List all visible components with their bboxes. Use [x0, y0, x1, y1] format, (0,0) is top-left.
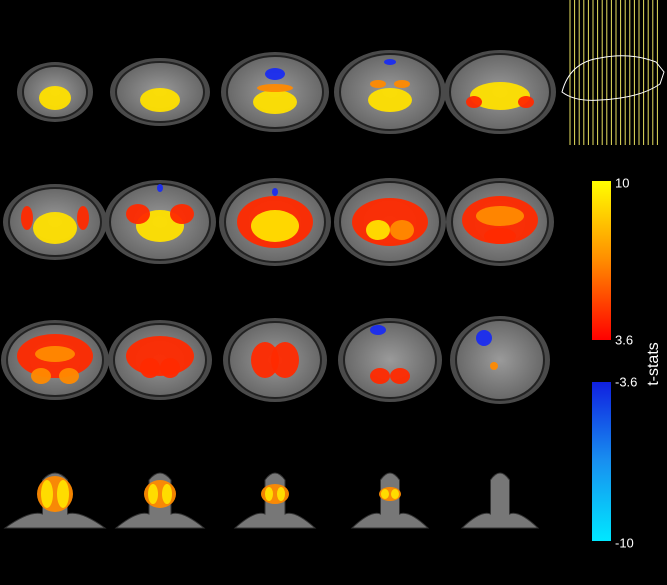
brain-slice [334, 178, 446, 266]
activation [253, 90, 297, 114]
activation [466, 96, 482, 108]
activation [277, 487, 285, 501]
activation [390, 220, 414, 240]
activation [368, 88, 412, 112]
activation [257, 84, 293, 92]
brain-slice [221, 52, 329, 132]
activation [77, 206, 89, 230]
brain-slice [110, 58, 210, 126]
activation [518, 96, 534, 108]
activation [157, 184, 163, 192]
activation [370, 80, 386, 88]
activation [265, 68, 285, 80]
activation [394, 80, 410, 88]
activation [381, 489, 389, 499]
activation [476, 330, 492, 346]
activation [265, 487, 273, 501]
skull-base [460, 472, 540, 529]
activation [33, 212, 77, 244]
brain-slice [350, 472, 430, 529]
activation [490, 362, 498, 370]
activation [31, 368, 51, 384]
activation [140, 88, 180, 112]
activation [470, 82, 530, 110]
activation [35, 346, 75, 362]
brain-slice [446, 178, 554, 266]
brain-slice [219, 178, 331, 266]
sagittal-outline [561, 55, 665, 101]
sagittal-locator [561, 0, 665, 145]
activation [126, 336, 194, 376]
activation [272, 188, 278, 196]
brain [455, 319, 545, 401]
activation [476, 206, 524, 226]
colorbar-neg-min: -10 [615, 535, 634, 550]
brain-slice [460, 472, 540, 529]
activation [162, 484, 172, 504]
activation [370, 368, 390, 384]
activation [251, 210, 299, 242]
colorbar-pos-max: 10 [615, 175, 629, 190]
brain-slice [1, 320, 109, 400]
activation [352, 198, 428, 246]
activation [170, 204, 194, 224]
brain-slice [3, 184, 107, 260]
activation [39, 86, 71, 110]
brain-slice [104, 180, 216, 264]
activation [391, 489, 399, 499]
brain-slice [17, 62, 93, 122]
activation [126, 204, 150, 224]
brain-slice [108, 320, 212, 400]
brain-slices [1, 50, 556, 529]
activation [140, 358, 160, 378]
brain-slice [338, 318, 442, 402]
activation [271, 342, 299, 378]
brain-slice [114, 472, 206, 529]
activation [160, 358, 180, 378]
colorbar-label: t-stats [645, 342, 662, 386]
activation [59, 368, 79, 384]
activation [148, 484, 158, 504]
activation [21, 206, 33, 230]
activation [390, 368, 410, 384]
brain-slice [223, 318, 327, 402]
brain-slice [444, 50, 556, 134]
activation [370, 325, 386, 335]
activation [484, 228, 516, 244]
colorbar-pos-min: 3.6 [615, 332, 633, 347]
brain-slice [334, 50, 446, 134]
brain-slice [3, 472, 107, 529]
activation [251, 342, 279, 378]
activation [384, 59, 396, 65]
activation [41, 480, 53, 508]
colorbar-negative [592, 382, 611, 541]
brain-slice [450, 316, 550, 404]
activation [57, 480, 69, 508]
brain-slice [233, 472, 317, 529]
brain [343, 321, 437, 399]
activation [366, 220, 390, 240]
colorbar-neg-max: -3.6 [615, 374, 637, 389]
colorbar-positive [592, 181, 611, 340]
